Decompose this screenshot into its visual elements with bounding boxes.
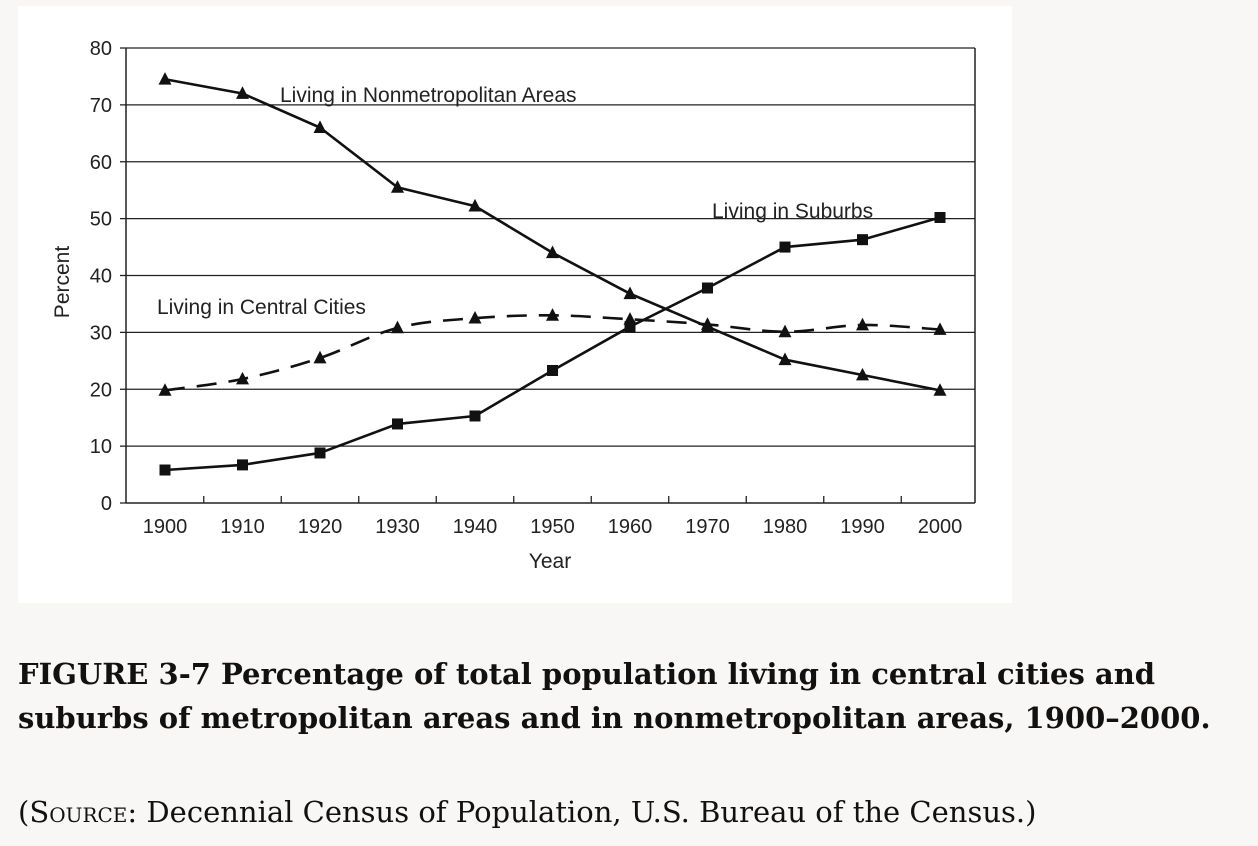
x-tick-label-1900: 1900 — [143, 516, 188, 538]
series-2-point-1970 — [702, 282, 713, 294]
x-tick-label-1970: 1970 — [685, 516, 730, 538]
series-2-point-1920 — [314, 447, 326, 459]
series-label-2: Living in Suburbs — [712, 200, 873, 223]
axes — [120, 47, 976, 504]
series-markers — [158, 72, 947, 476]
figure-caption: FIGURE 3-7 Percentage of total populatio… — [18, 657, 1211, 735]
series-0-point-1940 — [468, 198, 482, 212]
series-0-point-1920 — [313, 120, 327, 134]
x-tick-label-1960: 1960 — [608, 516, 653, 538]
source-text: : Decennial Census of Population, U.S. B… — [127, 795, 1037, 829]
series-labels: Living in Nonmetropolitan Areas Living in… — [157, 84, 873, 319]
x-tick-label-1920: 1920 — [298, 516, 343, 538]
x-tick-label-1910: 1910 — [220, 516, 265, 538]
x-tick-label-1930: 1930 — [375, 516, 420, 538]
series-2-point-1980 — [779, 241, 791, 253]
x-tick-label-1950: 1950 — [530, 516, 575, 538]
series-1-point-1970 — [701, 317, 714, 330]
chart-panel: 0 10 20 30 40 50 60 70 80 1900 1910 1920 1930 1940 19… — [18, 6, 1012, 603]
series-0-point-1990 — [856, 367, 869, 381]
series-2-point-2000 — [934, 211, 946, 223]
x-tick-label-1980: 1980 — [763, 516, 808, 538]
y-tick-label-70: 70 — [90, 95, 112, 117]
series-2-point-1900 — [159, 464, 171, 476]
series-1-point-1950 — [546, 308, 559, 321]
y-tick-label-30: 30 — [90, 322, 112, 344]
y-tick-label-50: 50 — [90, 209, 112, 231]
y-tick-label-10: 10 — [90, 436, 112, 458]
series-1-point-1940 — [468, 310, 482, 324]
series-1-point-1930 — [391, 320, 404, 334]
series-1-point-1990 — [856, 317, 869, 331]
x-tick-label-1940: 1940 — [453, 516, 498, 538]
x-axis-title: Year — [529, 550, 571, 573]
y-tick-label-80: 80 — [90, 38, 112, 60]
y-tick-label-40: 40 — [90, 266, 112, 288]
x-tick-label-1990: 1990 — [840, 516, 885, 538]
series-0-point-1960 — [623, 286, 637, 300]
series-2-point-1950 — [547, 364, 558, 376]
series-label-1: Living in Central Cities — [157, 296, 366, 319]
series-2-point-1990 — [857, 234, 868, 246]
series-line-0 — [164, 78, 941, 392]
series-line-1 — [164, 313, 941, 392]
y-tick-label-60: 60 — [90, 152, 112, 174]
series-1-point-1900 — [158, 383, 172, 396]
series-1-point-1910 — [236, 371, 249, 385]
y-axis-title: Percent — [51, 246, 74, 319]
series-2-point-1930 — [392, 418, 403, 430]
series-label-0: Living in Nonmetropolitan Areas — [280, 84, 577, 107]
series-2-point-1910 — [237, 459, 248, 471]
series-0-point-1950 — [546, 245, 559, 259]
series-1-point-1920 — [313, 350, 327, 364]
x-tick-label-2000: 2000 — [918, 516, 963, 538]
x-tick-labels: 1900 1910 1920 1930 1940 1950 1960 1970 1980 1990… — [143, 516, 963, 538]
source-label: Source — [29, 795, 128, 829]
series-0-point-1980 — [778, 352, 792, 366]
y-tick-labels: 0 10 20 30 40 50 60 70 80 — [90, 38, 112, 515]
series-0-point-1930 — [391, 180, 404, 193]
series-0-point-2000 — [933, 383, 947, 396]
series-2-point-1960 — [624, 321, 636, 333]
y-tick-label-20: 20 — [90, 379, 112, 401]
series-0-point-1910 — [236, 86, 249, 99]
series-1-point-1980 — [778, 324, 792, 338]
y-tick-label-0: 0 — [101, 493, 112, 515]
grid-lines — [126, 47, 975, 447]
series-2-point-1940 — [469, 410, 481, 422]
series-lines — [164, 78, 941, 472]
figure-source: (Source: Decennial Census of Population,… — [18, 792, 1248, 832]
series-0-point-1900 — [158, 72, 172, 85]
series-1-point-2000 — [933, 322, 947, 335]
source-open: ( — [18, 795, 30, 829]
